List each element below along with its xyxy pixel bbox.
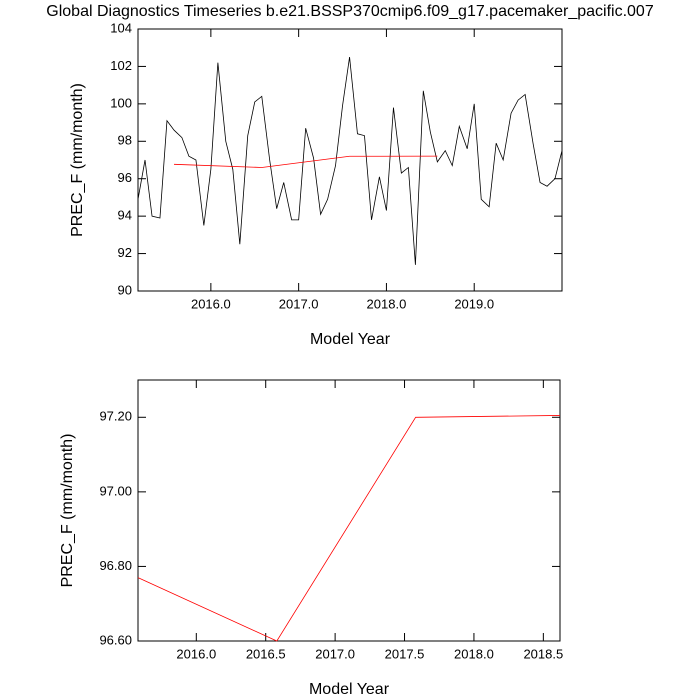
y-axis-label: PREC_F (mm/month) [59,434,76,588]
series-line [173,155,438,168]
chart-title: Global Diagnostics Timeseries b.e21.BSSP… [46,3,654,20]
x-tick-label: 2018.0 [454,646,494,661]
y-tick-label: 104 [110,20,132,35]
y-tick-label: 98 [118,133,132,148]
y-tick-label: 97.20 [99,409,132,424]
x-tick-label: 2016.5 [246,646,286,661]
y-axis-label: PREC_F (mm/month) [69,83,86,237]
y-tick-label: 97.00 [99,483,132,498]
y-tick-label: 102 [110,58,132,73]
x-axis-label: Model Year [310,331,391,348]
y-tick-label: 100 [110,95,132,110]
series-line [137,415,561,642]
x-tick-label: 2017.0 [315,646,355,661]
series-line [137,57,563,265]
x-axis-label: Model Year [309,681,390,698]
y-tick-label: 96.80 [99,558,132,573]
x-tick-label: 2016.0 [176,646,216,661]
x-tick-label: 2019.0 [454,296,494,311]
x-tick-label: 2017.5 [385,646,425,661]
x-tick-label: 2018.0 [367,296,407,311]
x-tick-label: 2018.5 [523,646,563,661]
y-tick-label: 96.60 [99,632,132,647]
y-tick-label: 90 [118,282,132,297]
plot-frame [137,379,561,642]
y-tick-label: 96 [118,170,132,185]
x-tick-label: 2017.0 [279,296,319,311]
plot-frame [137,28,563,292]
x-tick-label: 2016.0 [191,296,231,311]
y-tick-label: 92 [118,245,132,260]
y-tick-label: 94 [118,208,132,223]
